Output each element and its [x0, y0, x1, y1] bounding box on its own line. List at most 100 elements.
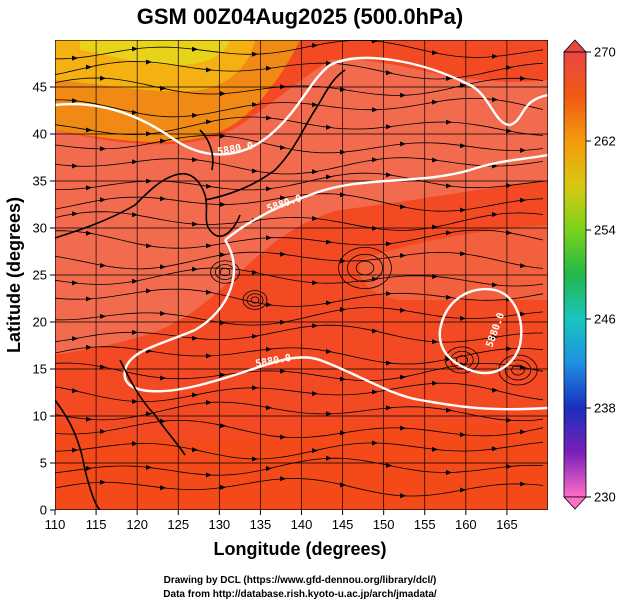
streamline-arrow	[252, 168, 258, 174]
vortex-streamline	[346, 253, 383, 283]
vortex-streamline	[210, 260, 240, 284]
streamline-arrow	[132, 212, 138, 218]
streamline-arrow	[326, 60, 332, 66]
yellow-region-north	[80, 40, 230, 65]
streamline-arrow	[206, 119, 212, 125]
streamline-arrow	[72, 98, 78, 104]
streamline-arrow	[446, 183, 452, 189]
y-tick-label: 5	[40, 456, 47, 471]
colorbar-tick-label: 262	[594, 134, 616, 149]
streamline-arrow	[160, 264, 166, 270]
streamline-arrow	[312, 42, 318, 48]
streamline-arrow	[520, 197, 526, 203]
streamline-arrow	[506, 128, 512, 134]
map-area: 5880.0 5880.0 5880.0 5880.0	[55, 40, 548, 510]
x-tick-label: 140	[291, 517, 313, 532]
y-tick-label: 10	[33, 409, 47, 424]
streamline-arrow	[192, 447, 198, 453]
streamline-arrow	[220, 372, 226, 378]
streamline-arrow	[492, 334, 498, 340]
contour-5880-east-loop	[438, 287, 523, 375]
streamline-arrow	[520, 429, 526, 435]
streamline-arrow	[72, 280, 78, 286]
streamline-arrow	[340, 149, 346, 155]
streamline-arrow	[386, 124, 392, 130]
streamline-arrow	[326, 174, 332, 180]
streamline-arrow	[492, 282, 498, 288]
streamline-arrow	[100, 263, 106, 268]
streamline-arrow	[386, 172, 392, 178]
streamline-arrow	[160, 485, 166, 491]
streamline-arrow	[192, 392, 198, 398]
streamline-arrow	[100, 479, 106, 485]
streamline-arrow	[386, 241, 392, 247]
colorbar-bottom-arrow	[563, 496, 587, 510]
streamline-arrow	[492, 53, 498, 59]
colorbar-tick-label: 246	[594, 312, 616, 327]
streamline-arrow	[146, 465, 152, 470]
streamline-arrow	[160, 418, 166, 424]
warm-patch-east	[359, 225, 548, 300]
streamline	[55, 61, 544, 80]
streamline-arrow	[132, 441, 138, 447]
streamline-arrow	[506, 65, 512, 71]
streamline-arrow	[220, 252, 226, 258]
streamline-arrow	[312, 323, 318, 329]
coastline-indochina	[55, 399, 101, 510]
streamline-arrow	[446, 294, 452, 300]
streamline-arrow	[206, 183, 212, 189]
streamline-arrow	[432, 99, 438, 105]
streamline-arrow	[460, 487, 466, 493]
streamline-arrow	[160, 138, 166, 144]
streamline-arrow	[266, 466, 272, 471]
y-tick-label: 35	[33, 174, 47, 189]
streamline-arrow	[446, 470, 452, 475]
streamline-arrow	[400, 374, 406, 380]
streamline-arrow	[132, 46, 138, 52]
streamline-arrow	[446, 407, 452, 413]
coastlines	[55, 69, 346, 510]
streamline-arrow	[220, 320, 226, 326]
geopotential-contours	[55, 56, 548, 411]
streamline-arrow	[492, 446, 498, 452]
coastline-japan	[204, 69, 346, 201]
colorbar-tick-label: 254	[594, 223, 616, 238]
streamline-arrow	[372, 40, 378, 44]
streamline-arrow	[460, 207, 466, 213]
streamline-arrow	[72, 336, 78, 342]
streamline-arrow	[86, 127, 92, 133]
streamline	[55, 346, 544, 365]
streamline-arrow	[72, 447, 78, 453]
y-tick-label: 25	[33, 268, 47, 283]
streamline-arrow	[446, 119, 452, 125]
streamline-arrow	[340, 258, 346, 264]
streamline	[55, 401, 544, 422]
streamline-arrow	[372, 157, 378, 163]
vortex-streamline	[504, 359, 532, 381]
streamline-arrow	[460, 143, 466, 149]
streamline-arrow	[266, 302, 272, 308]
streamline-arrow	[220, 133, 226, 139]
streamline-arrow	[460, 315, 466, 321]
streamline-arrow	[386, 463, 392, 468]
streamline-arrow	[86, 344, 92, 350]
streamline-arrow	[506, 346, 512, 352]
streamline-arrow	[446, 76, 452, 81]
streamline-arrow	[280, 434, 286, 440]
colorbar-tick-label: 270	[594, 45, 616, 60]
streamline-arrow	[72, 163, 78, 169]
streamline-arrow	[372, 107, 378, 113]
coastline-korea-peninsula	[199, 129, 214, 171]
streamline-arrow	[280, 195, 286, 201]
streamline-arrow	[326, 239, 332, 245]
streamline-arrow	[132, 159, 138, 165]
streamline-arrow	[326, 349, 332, 354]
streamline-arrow	[340, 482, 346, 488]
x-tick-label: 160	[455, 517, 477, 532]
streamline	[55, 229, 544, 249]
x-tick-label: 135	[250, 517, 272, 532]
streamline-arrow	[100, 197, 106, 203]
y-tick-label: 45	[33, 80, 47, 95]
streamline-arrow	[86, 230, 92, 236]
streamline-arrow	[266, 65, 272, 71]
